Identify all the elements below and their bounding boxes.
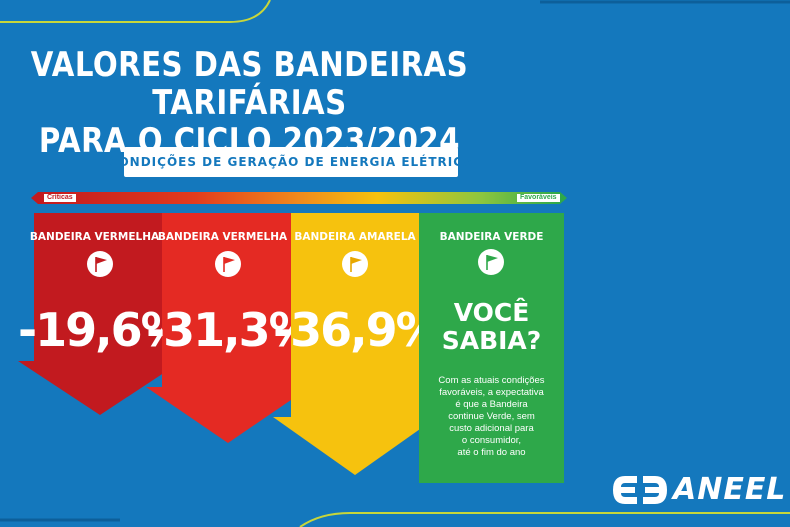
question-line-1: VOCÊ [453, 298, 530, 327]
arrow-bandeira-vermelha-1: BANDEIRA VERMELHA 1 -31,3% [146, 213, 315, 443]
scale-right-tip [560, 192, 567, 204]
flag-icon [478, 249, 504, 275]
arrow-bandeira-amarela: BANDEIRA AMARELA -36,9% [273, 213, 442, 475]
aneel-logo-text: ANEEL [673, 472, 787, 507]
scale-left-tip [31, 192, 38, 204]
desc-line: até o fim do ano [457, 447, 526, 458]
flag-name: BANDEIRA VERMELHA 2 [29, 231, 171, 243]
flag-value: -31,3% [146, 303, 315, 357]
desc-line: continue Verde, sem [448, 411, 535, 422]
scale-label-criticas: Críticas [44, 194, 76, 202]
flag-value: -36,9% [273, 303, 442, 357]
flag-name: BANDEIRA VERDE [439, 231, 544, 243]
desc-line: é que a Bandeira [455, 399, 528, 410]
desc-line: o consumidor, [461, 435, 522, 446]
question-line-2: SABIA? [441, 326, 542, 355]
desc-line: favoráveis, a expectativa [439, 387, 544, 398]
arrow-shape [146, 213, 310, 443]
title-line-1: VALORES DAS BANDEIRAS TARIFÁRIAS [30, 45, 469, 123]
subtitle-box: CONDIÇÕES DE GERAÇÃO DE ENERGIA ELÉTRICA [109, 147, 472, 177]
page-title: VALORES DAS BANDEIRAS TARIFÁRIAS PARA O … [0, 46, 499, 160]
scale-gradient-bar [38, 192, 560, 204]
desc-line: Com as atuais condições [438, 375, 545, 386]
green-description: Com as atuais condições favoráveis, a ex… [425, 375, 558, 459]
flag-name: BANDEIRA VERMELHA 1 [157, 231, 299, 243]
arrow-shape [18, 213, 182, 415]
desc-line: custo adicional para [449, 423, 534, 434]
flag-name: BANDEIRA AMARELA [294, 231, 416, 243]
scale-label-favoraveis: Favoráveis [517, 194, 560, 202]
arrow-shape [273, 213, 437, 475]
flag-value: -19,6% [18, 303, 187, 357]
flag-icon [87, 251, 113, 277]
subtitle-text: CONDIÇÕES DE GERAÇÃO DE ENERGIA ELÉTRICA [108, 155, 474, 169]
flag-icon [342, 251, 368, 277]
aneel-logo-icon [613, 476, 667, 504]
voce-sabia-heading: VOCÊ SABIA? [419, 299, 564, 355]
card-bandeira-verde: BANDEIRA VERDE VOCÊ SABIA? Com as atuais… [419, 213, 564, 483]
aneel-logo: ANEEL [611, 470, 785, 510]
arrow-bandeira-vermelha-2: BANDEIRA VERMELHA 2 -19,6% [18, 213, 187, 415]
flag-icon [215, 251, 241, 277]
